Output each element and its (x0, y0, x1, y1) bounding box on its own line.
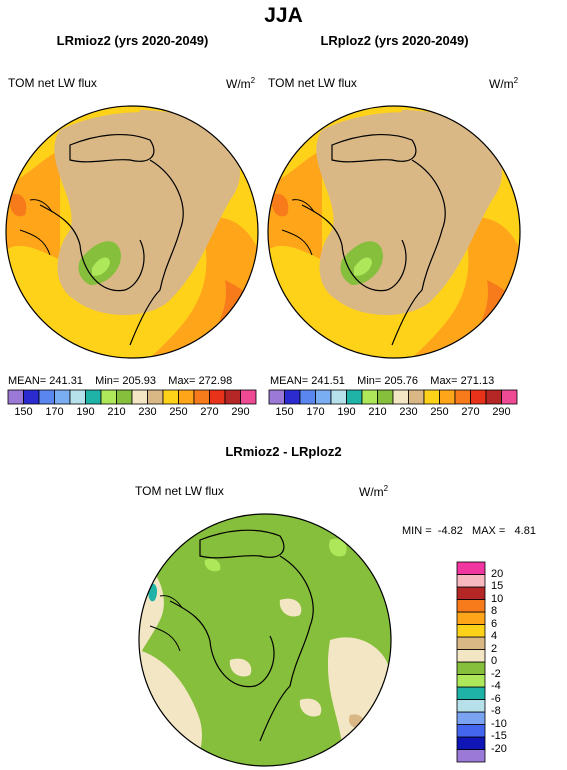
colorbar-3-tick-label: -20 (491, 742, 507, 755)
colorbar-1-tick-label: 270 (200, 406, 219, 418)
colorbar-2-tick-label: 210 (368, 406, 387, 418)
colorbar-3-swatch (456, 574, 486, 588)
colorbar-3-tick-label: -2 (491, 667, 501, 680)
colorbar-1-swatch (193, 389, 210, 405)
colorbar-1-tick-label: 170 (45, 406, 64, 418)
colorbar-2-swatch (454, 389, 471, 405)
colorbar-panel-3 (456, 561, 486, 763)
colorbar-panel-2 (268, 389, 518, 405)
colorbar-1-swatch (178, 389, 195, 405)
colorbar-3-tick-label: -15 (491, 730, 507, 742)
colorbar-2-swatch (408, 389, 425, 405)
colorbar-1-swatch (100, 389, 117, 405)
panel-2-variable: TOM net LW flux (268, 76, 357, 90)
panel-2-map (268, 106, 520, 358)
colorbar-2-swatch (284, 389, 301, 405)
panel-1-variable: TOM net LW flux (8, 76, 97, 90)
colorbar-3-swatch (456, 561, 486, 575)
colorbar-1-tick-label: 230 (138, 406, 157, 418)
colorbar-3-swatch (456, 724, 486, 738)
colorbar-1-tick-label: 150 (14, 406, 33, 418)
colorbar-2-swatch (485, 389, 502, 405)
colorbar-3-tick-label: -10 (491, 717, 507, 730)
colorbar-2-swatch (346, 389, 363, 405)
colorbar-1-swatch (162, 389, 179, 405)
colorbar-3-swatch (456, 686, 486, 700)
colorbar-2-swatch (299, 389, 316, 405)
panel-1-stats: MEAN= 241.31 Min= 205.93 Max= 272.98 (8, 375, 233, 387)
colorbar-panel-1 (7, 389, 257, 405)
panel-3-map (139, 514, 391, 766)
colorbar-3-swatch (456, 636, 486, 650)
colorbar-3-tick-label: -4 (491, 680, 501, 692)
colorbar-3-swatch (456, 649, 486, 663)
page-title: JJA (264, 4, 303, 27)
colorbar-3-swatch (456, 611, 486, 625)
panel-3-variable: TOM net LW flux (135, 484, 224, 498)
colorbar-3-tick-label: 4 (491, 630, 498, 642)
colorbar-2-tick-label: 150 (275, 406, 294, 418)
colorbar-1-swatch (69, 389, 86, 405)
colorbar-3-tick-label: 2 (491, 642, 498, 655)
colorbar-2-swatch (361, 389, 378, 405)
colorbar-2-tick-label: 170 (306, 406, 325, 418)
colorbar-3-tick-label: 8 (491, 605, 498, 617)
colorbar-1-swatch (38, 389, 55, 405)
colorbar-3-swatch (456, 711, 486, 725)
panel-1-map (6, 106, 258, 358)
colorbar-1-swatch (116, 389, 133, 405)
colorbar-2-tick-label: 190 (337, 406, 356, 418)
panel-2-units: W/m2 (489, 76, 519, 91)
colorbar-1-swatch (131, 389, 148, 405)
colorbar-2-tick-label: 250 (430, 406, 449, 418)
panel-2-title: LRploz2 (yrs 2020-2049) (320, 33, 469, 48)
colorbar-1-tick-label: 250 (169, 406, 188, 418)
colorbar-3-swatch (456, 749, 486, 763)
colorbar-2-swatch (330, 389, 347, 405)
colorbar-3-tick-label: 6 (491, 617, 498, 630)
colorbar-2-swatch (501, 389, 518, 405)
colorbar-3-tick-label: 0 (491, 655, 498, 667)
colorbar-3-swatch (456, 624, 486, 638)
colorbar-3-swatch (456, 586, 486, 600)
colorbar-2-tick-label: 290 (492, 406, 511, 418)
colorbar-1-tick-label: 210 (107, 406, 126, 418)
colorbar-1-swatch (85, 389, 102, 405)
colorbar-3-tick-label: -6 (491, 692, 501, 705)
colorbar-3-tick-label: 15 (491, 580, 504, 592)
colorbar-2-swatch (439, 389, 456, 405)
colorbar-2-swatch (315, 389, 332, 405)
colorbar-1-swatch (7, 389, 24, 405)
colorbar-1-swatch (23, 389, 40, 405)
panel-1-title: LRmioz2 (yrs 2020-2049) (56, 33, 209, 48)
colorbar-2-tick-label: 270 (461, 406, 480, 418)
colorbar-3-swatch (456, 661, 486, 675)
colorbar-2-swatch (470, 389, 487, 405)
panel-3-units: W/m2 (359, 484, 389, 499)
colorbar-1-swatch (224, 389, 241, 405)
colorbar-2-swatch (392, 389, 409, 405)
colorbar-3-swatch (456, 699, 486, 713)
panel-3-stats: MIN = -4.82 MAX = 4.81 (402, 525, 536, 537)
colorbar-3-swatch (456, 599, 486, 613)
colorbar-1-swatch (240, 389, 257, 405)
colorbar-3-tick-label: -8 (491, 705, 501, 717)
colorbar-2-tick-label: 230 (399, 406, 418, 418)
colorbar-3-tick-label: 20 (491, 567, 504, 580)
colorbar-1-swatch (209, 389, 226, 405)
colorbar-1-tick-label: 190 (76, 406, 95, 418)
colorbar-2-swatch (423, 389, 440, 405)
colorbar-1-tick-label: 290 (231, 406, 250, 418)
colorbar-1-swatch (147, 389, 164, 405)
panel-1-units: W/m2 (226, 76, 256, 91)
colorbar-1-swatch (54, 389, 71, 405)
colorbar-3-tick-label: 10 (491, 592, 504, 605)
colorbar-3-swatch (456, 736, 486, 750)
colorbar-2-swatch (377, 389, 394, 405)
colorbar-3-swatch (456, 674, 486, 688)
colorbar-2-swatch (268, 389, 285, 405)
panel-3-title: LRmioz2 - LRploz2 (225, 444, 342, 459)
panel-2-stats: MEAN= 241.51 Min= 205.76 Max= 271.13 (270, 375, 495, 387)
